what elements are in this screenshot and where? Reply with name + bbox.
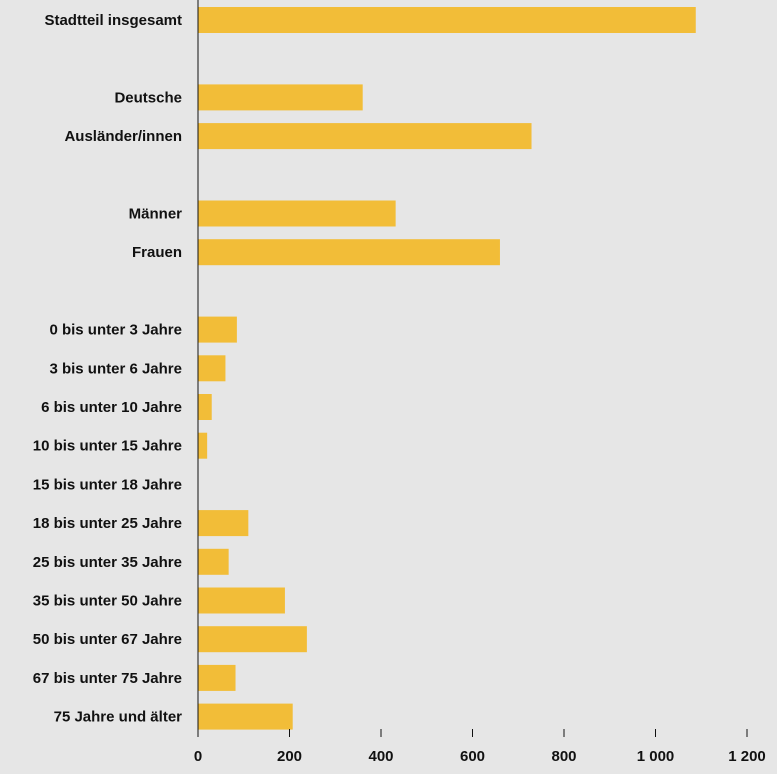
bar [198,432,208,459]
category-label: 0 bis unter 3 Jahre [49,322,182,339]
bar [198,587,285,614]
x-axis-ticks: 0 200 400 600 800 1 000 1 200 [194,729,766,765]
category-label: 10 bis unter 15 Jahre [33,438,182,455]
bar [198,316,237,343]
category-label: 3 bis unter 6 Jahre [49,360,182,377]
x-tick-label: 600 [460,748,485,765]
bar [198,7,696,33]
category-label: 25 bis unter 35 Jahre [33,554,182,571]
x-tick-label: 1 000 [637,748,675,765]
bar [198,355,226,382]
x-tick-label: 0 [194,748,202,765]
bar [198,394,212,420]
x-tick-label: 200 [277,748,302,765]
category-label: Ausländer/innen [64,128,182,145]
category-label: Männer [129,206,183,223]
bar [198,200,396,227]
category-label: 6 bis unter 10 Jahre [41,399,182,416]
category-label: 50 bis unter 67 Jahre [33,631,182,648]
bars-group [198,7,696,730]
bar [198,703,293,730]
bar [198,510,249,537]
x-tick-label: 400 [368,748,393,765]
bar [198,664,236,691]
category-label: 75 Jahre und älter [54,709,183,726]
x-tick-label: 800 [551,748,576,765]
bar [198,626,307,653]
category-label: Deutsche [114,89,182,106]
category-labels: Stadtteil insgesamt Deutsche Ausländer/inn… [33,12,182,726]
category-label: 35 bis unter 50 Jahre [33,593,182,610]
bar [198,548,229,575]
bar [198,239,500,266]
x-tick-label: 1 200 [728,748,766,765]
category-label: 18 bis unter 25 Jahre [33,515,182,532]
category-label: Frauen [132,244,182,261]
category-label: Stadtteil insgesamt [44,12,182,29]
category-label: 67 bis unter 75 Jahre [33,670,182,687]
bar [198,123,532,150]
category-label: 15 bis unter 18 Jahre [33,476,182,493]
bar [198,84,363,111]
